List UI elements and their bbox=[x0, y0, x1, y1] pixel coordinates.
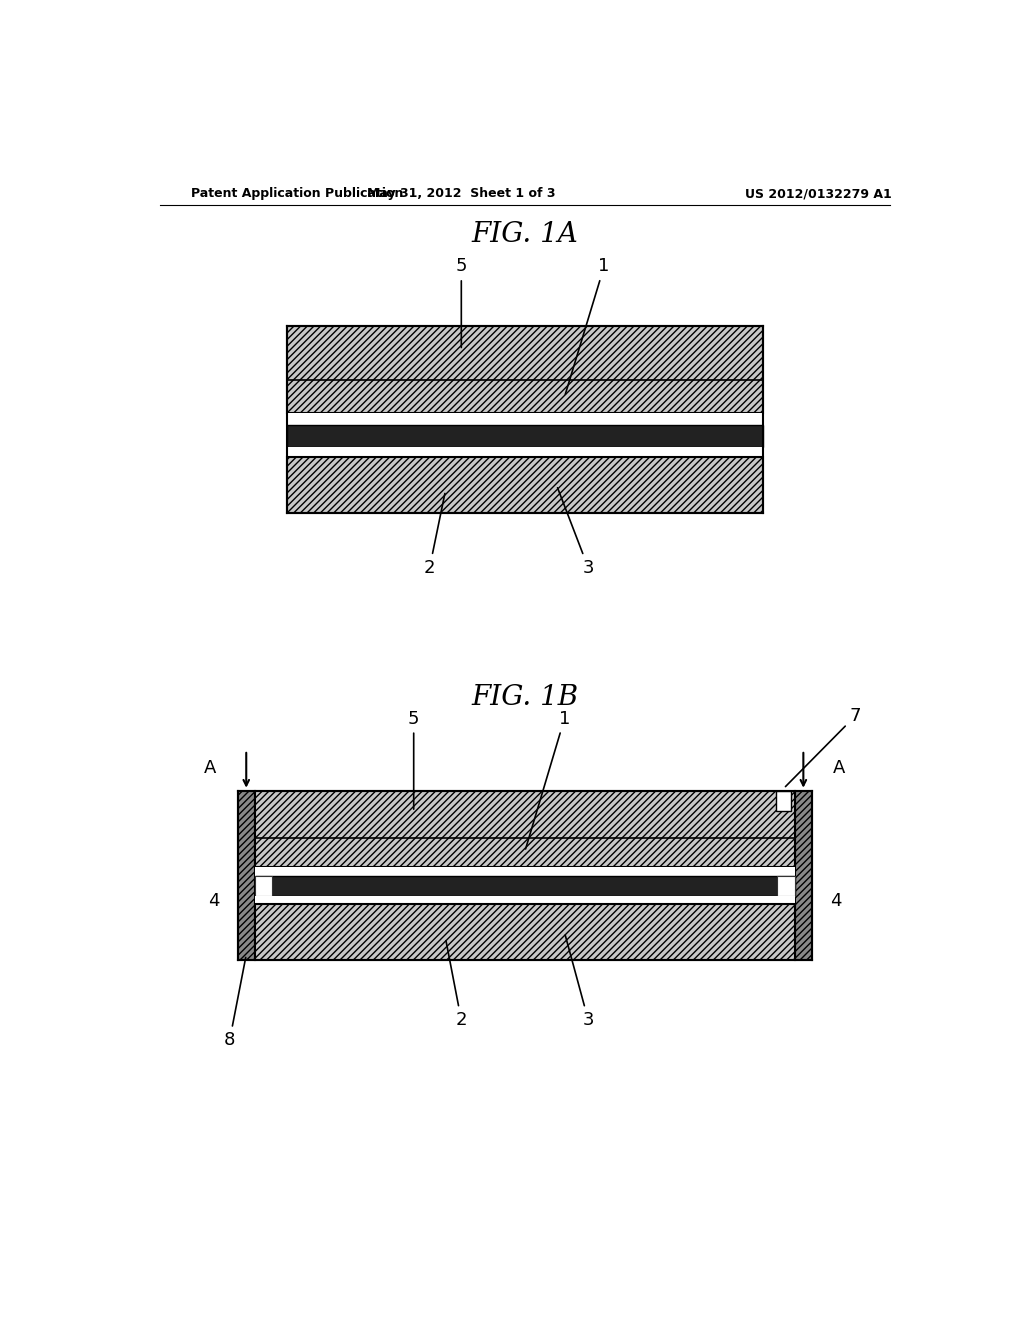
Bar bbox=[777, 876, 795, 896]
Bar bbox=[795, 791, 812, 961]
Bar bbox=[287, 457, 763, 513]
Bar bbox=[255, 791, 795, 867]
Text: 4: 4 bbox=[208, 892, 219, 909]
Bar bbox=[255, 867, 795, 876]
Bar bbox=[255, 876, 272, 896]
Bar bbox=[255, 904, 795, 961]
Text: FIG. 1A: FIG. 1A bbox=[471, 222, 579, 248]
Text: Patent Application Publication: Patent Application Publication bbox=[191, 187, 403, 201]
Text: A: A bbox=[205, 759, 217, 777]
Text: 5: 5 bbox=[408, 710, 420, 809]
Text: May 31, 2012  Sheet 1 of 3: May 31, 2012 Sheet 1 of 3 bbox=[367, 187, 556, 201]
Text: FIG. 1B: FIG. 1B bbox=[471, 684, 579, 710]
Text: 2: 2 bbox=[424, 494, 444, 577]
Text: A: A bbox=[833, 759, 845, 777]
Text: 1: 1 bbox=[565, 257, 610, 395]
Text: 3: 3 bbox=[565, 935, 594, 1030]
Text: 2: 2 bbox=[446, 941, 467, 1030]
Text: 8: 8 bbox=[224, 957, 246, 1049]
Bar bbox=[287, 425, 763, 447]
Bar bbox=[287, 326, 763, 412]
Text: 1: 1 bbox=[525, 710, 570, 849]
Bar bbox=[255, 876, 795, 896]
Bar bbox=[287, 447, 763, 457]
Text: US 2012/0132279 A1: US 2012/0132279 A1 bbox=[745, 187, 892, 201]
Text: 3: 3 bbox=[557, 488, 594, 577]
Bar bbox=[255, 896, 795, 904]
Bar bbox=[287, 413, 763, 425]
Text: 5: 5 bbox=[456, 257, 467, 347]
Text: 7: 7 bbox=[785, 706, 861, 787]
Text: 4: 4 bbox=[830, 892, 842, 909]
Bar bbox=[776, 791, 791, 810]
Bar bbox=[238, 791, 255, 961]
